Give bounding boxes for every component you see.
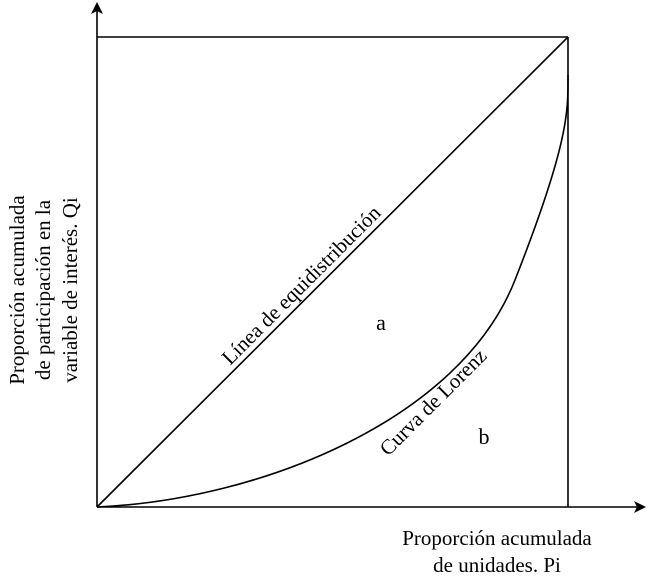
x-axis-label-line1: Proporción acumulada <box>402 526 592 550</box>
region-a-label: a <box>376 310 386 335</box>
y-axis-label-line3: variable de interés. Qi <box>58 197 82 383</box>
lorenz-curve <box>96 74 569 508</box>
x-axis-label: Proporción acumulada de unidades. Pi <box>402 526 592 577</box>
y-axis-label-line2: de participación en la <box>31 199 55 380</box>
lorenz-curve-label: Curva de Lorenz <box>375 344 492 461</box>
equidistribution-line-label: Línea de equidistribución <box>217 200 386 369</box>
region-b-label: b <box>479 424 490 449</box>
y-axis-label-line1: Proporción acumulada <box>5 195 29 385</box>
x-axis-label-line2: de unidades. Pi <box>433 553 561 577</box>
equidistribution-line <box>96 36 569 508</box>
y-axis-label: Proporción acumulada de participación en… <box>5 195 82 385</box>
